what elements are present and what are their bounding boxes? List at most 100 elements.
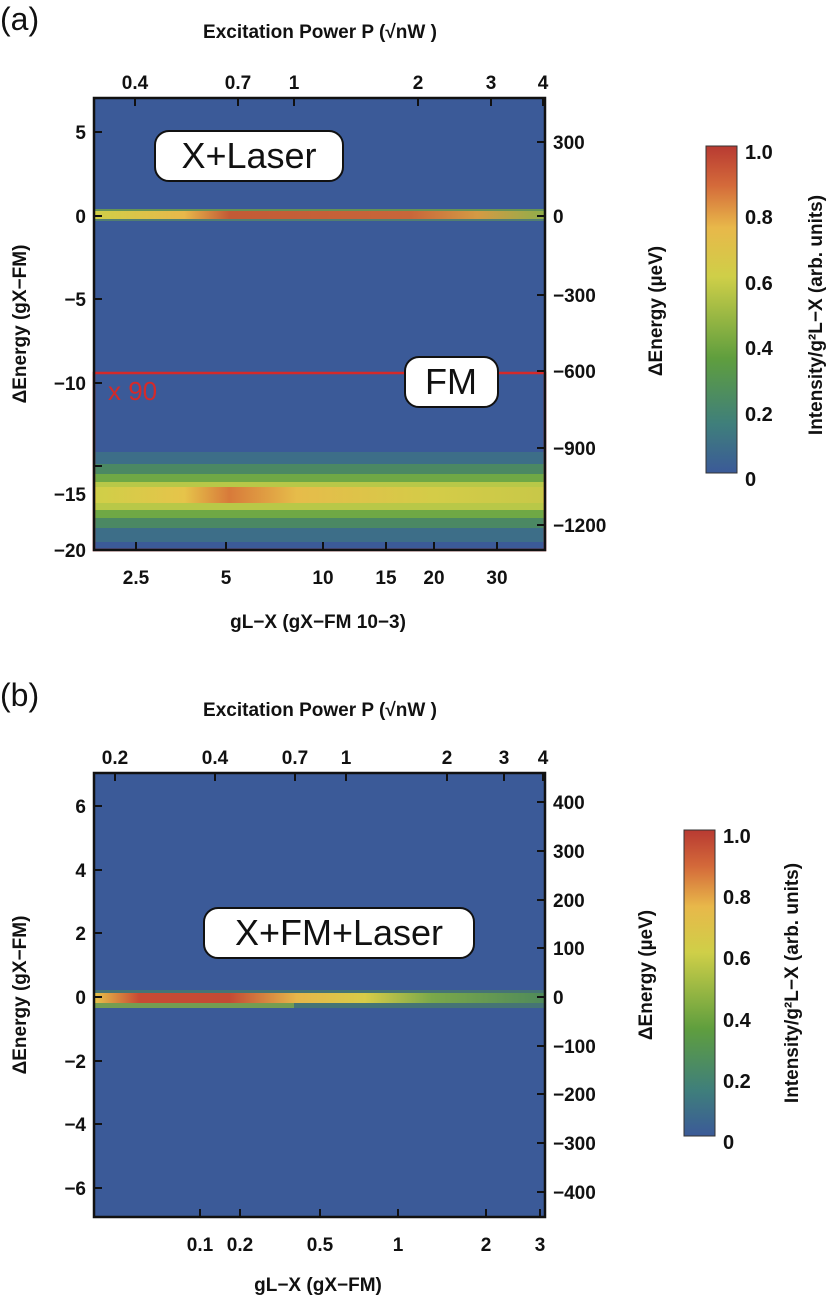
right-tick-label: 300 xyxy=(553,842,585,863)
right-tick-label: 200 xyxy=(553,891,585,912)
colorbar-b xyxy=(683,829,716,1137)
left-tick-label: −20 xyxy=(54,541,86,562)
colorbar-tick-label: 0 xyxy=(745,469,756,491)
colorbar-a xyxy=(705,145,738,474)
top-tick-label: 0.4 xyxy=(202,748,229,769)
bottom-tick-label: 0.1 xyxy=(187,1235,214,1256)
right-ticks-b: 400 300 200 100 0 −100 −200 −300 −400 xyxy=(537,793,596,1204)
bottom-tick-label: 15 xyxy=(375,568,397,589)
left-axis-label-b: ΔEnergy (gX−FM) xyxy=(10,916,31,1075)
right-tick-label: −100 xyxy=(553,1037,596,1058)
bottom-tick-label: 0.2 xyxy=(227,1235,253,1256)
colorbar-tick-label: 0.2 xyxy=(723,1071,751,1093)
left-tick-label: −10 xyxy=(54,374,86,395)
left-tick-label: 2 xyxy=(75,924,86,945)
right-tick-label: −1200 xyxy=(553,516,606,537)
left-ticks-b: 6 4 2 0 −2 −4 −6 xyxy=(64,797,102,1200)
right-tick-label: −300 xyxy=(553,286,596,307)
scale-factor-label-a: x 90 xyxy=(108,376,157,406)
top-tick-label: 4 xyxy=(538,73,549,94)
left-tick-label: 5 xyxy=(75,123,86,144)
bottom-ticks-b: 0.1 0.2 0.5 1 2 3 xyxy=(187,1209,546,1256)
top-ticks-b: 0.2 0.4 0.7 1 2 3 4 xyxy=(102,748,549,781)
colorbar-tick-label: 1.0 xyxy=(723,826,751,848)
panel-b: (b) Excitation Power P (√nW ) X+FM+Laser… xyxy=(0,677,803,1296)
right-tick-label: −400 xyxy=(553,1183,596,1204)
top-tick-label: 1 xyxy=(341,748,352,769)
bottom-axis-label-b: gL−X (gX−FM) xyxy=(254,1275,382,1296)
right-tick-label: 300 xyxy=(553,133,585,154)
right-tick-label: −200 xyxy=(553,1085,596,1106)
left-tick-label: −2 xyxy=(64,1052,86,1073)
right-tick-label: 400 xyxy=(553,793,585,814)
right-tick-label: 0 xyxy=(553,988,564,1009)
right-tick-label: 100 xyxy=(553,939,585,960)
bottom-tick-label: 20 xyxy=(423,568,444,589)
bottom-tick-label: 5 xyxy=(221,568,232,589)
bottom-tick-label: 2.5 xyxy=(123,568,150,589)
colorbar-tick-label: 1.0 xyxy=(745,142,773,164)
top-tick-label: 2 xyxy=(442,748,453,769)
top-tick-label: 0.7 xyxy=(225,73,251,94)
left-tick-label: 0 xyxy=(75,988,86,1009)
xfmlaser-label-b: X+FM+Laser xyxy=(235,912,443,953)
band-fm-a xyxy=(94,487,545,503)
xlaser-box-a xyxy=(154,130,344,182)
left-tick-label: 0 xyxy=(75,207,86,228)
right-tick-label: 0 xyxy=(553,207,564,228)
colorbar-tick-label: 0.8 xyxy=(745,207,773,229)
bottom-tick-label: 0.5 xyxy=(307,1235,334,1256)
left-axis-label-a: ΔEnergy (gX−FM) xyxy=(10,245,31,404)
colorbar-label-a: Intensity/g²L−X (arb. units) xyxy=(806,195,827,435)
colorbar-tick-label: 0.4 xyxy=(723,1010,752,1032)
colorbar-ticks-b: 1.0 0.8 0.6 0.4 0.2 0 xyxy=(723,826,752,1154)
right-tick-label: −900 xyxy=(553,439,596,460)
top-axis-label-b: Excitation Power P (√nW ) xyxy=(203,700,437,721)
left-tick-label: 4 xyxy=(75,861,86,882)
top-tick-label: 0.2 xyxy=(102,748,128,769)
bottom-tick-label: 30 xyxy=(486,568,507,589)
top-ticks-a: 0.4 0.7 1 2 3 4 xyxy=(122,73,549,106)
panel-a: (a) Excitation Power P (√nW ) x 90 X+Las… xyxy=(0,1,827,633)
panel-label-a: (a) xyxy=(0,1,39,37)
right-tick-label: −300 xyxy=(553,1134,596,1155)
xlaser-label-a: X+Laser xyxy=(181,135,316,176)
colorbar-label-b: Intensity/g²L−X (arb. units) xyxy=(782,863,803,1103)
top-tick-label: 0.7 xyxy=(282,748,308,769)
left-ticks-a: 5 0 −5 −10 −15 −20 xyxy=(54,123,102,562)
colorbar-tick-label: 0.4 xyxy=(745,338,774,360)
colorbar-tick-label: 0.8 xyxy=(723,887,751,909)
xfmlaser-box-b xyxy=(203,907,475,959)
bottom-tick-label: 2 xyxy=(481,1235,492,1256)
colorbar-ticks-a: 1.0 0.8 0.6 0.4 0.2 0 xyxy=(745,142,774,491)
colorbar-tick-label: 0.6 xyxy=(723,948,751,970)
bottom-tick-label: 10 xyxy=(312,568,333,589)
top-tick-label: 4 xyxy=(538,748,549,769)
top-axis-label-a: Excitation Power P (√nW ) xyxy=(203,22,437,43)
top-tick-label: 2 xyxy=(413,73,424,94)
left-tick-label: −4 xyxy=(64,1115,86,1136)
band-xfmlaser-b xyxy=(94,993,545,1003)
bottom-axis-label-a: gL−X (gX−FM 10−3) xyxy=(230,612,406,633)
plot-frame-a xyxy=(92,96,547,552)
colorbar-tick-label: 0 xyxy=(723,1132,734,1154)
top-tick-label: 0.4 xyxy=(122,73,149,94)
right-axis-label-b: ΔEnergy (µeV) xyxy=(636,910,657,1040)
left-tick-label: −5 xyxy=(64,290,86,311)
top-tick-label: 1 xyxy=(289,73,300,94)
bottom-tick-label: 3 xyxy=(535,1235,546,1256)
right-tick-label: −600 xyxy=(553,362,596,383)
bottom-ticks-a: 2.5 5 10 15 20 30 xyxy=(123,542,508,589)
left-tick-label: −6 xyxy=(64,1179,86,1200)
bottom-tick-label: 1 xyxy=(393,1235,404,1256)
top-tick-label: 3 xyxy=(499,748,510,769)
band-xlaser-a xyxy=(94,211,545,219)
fm-box-a xyxy=(404,356,499,408)
panel-label-b: (b) xyxy=(0,677,39,713)
left-tick-label: −15 xyxy=(54,485,87,506)
top-tick-label: 3 xyxy=(486,73,497,94)
right-axis-label-a: ΔEnergy (µeV) xyxy=(646,246,667,376)
left-tick-label: 6 xyxy=(75,797,86,818)
colorbar-tick-label: 0.2 xyxy=(745,404,773,426)
